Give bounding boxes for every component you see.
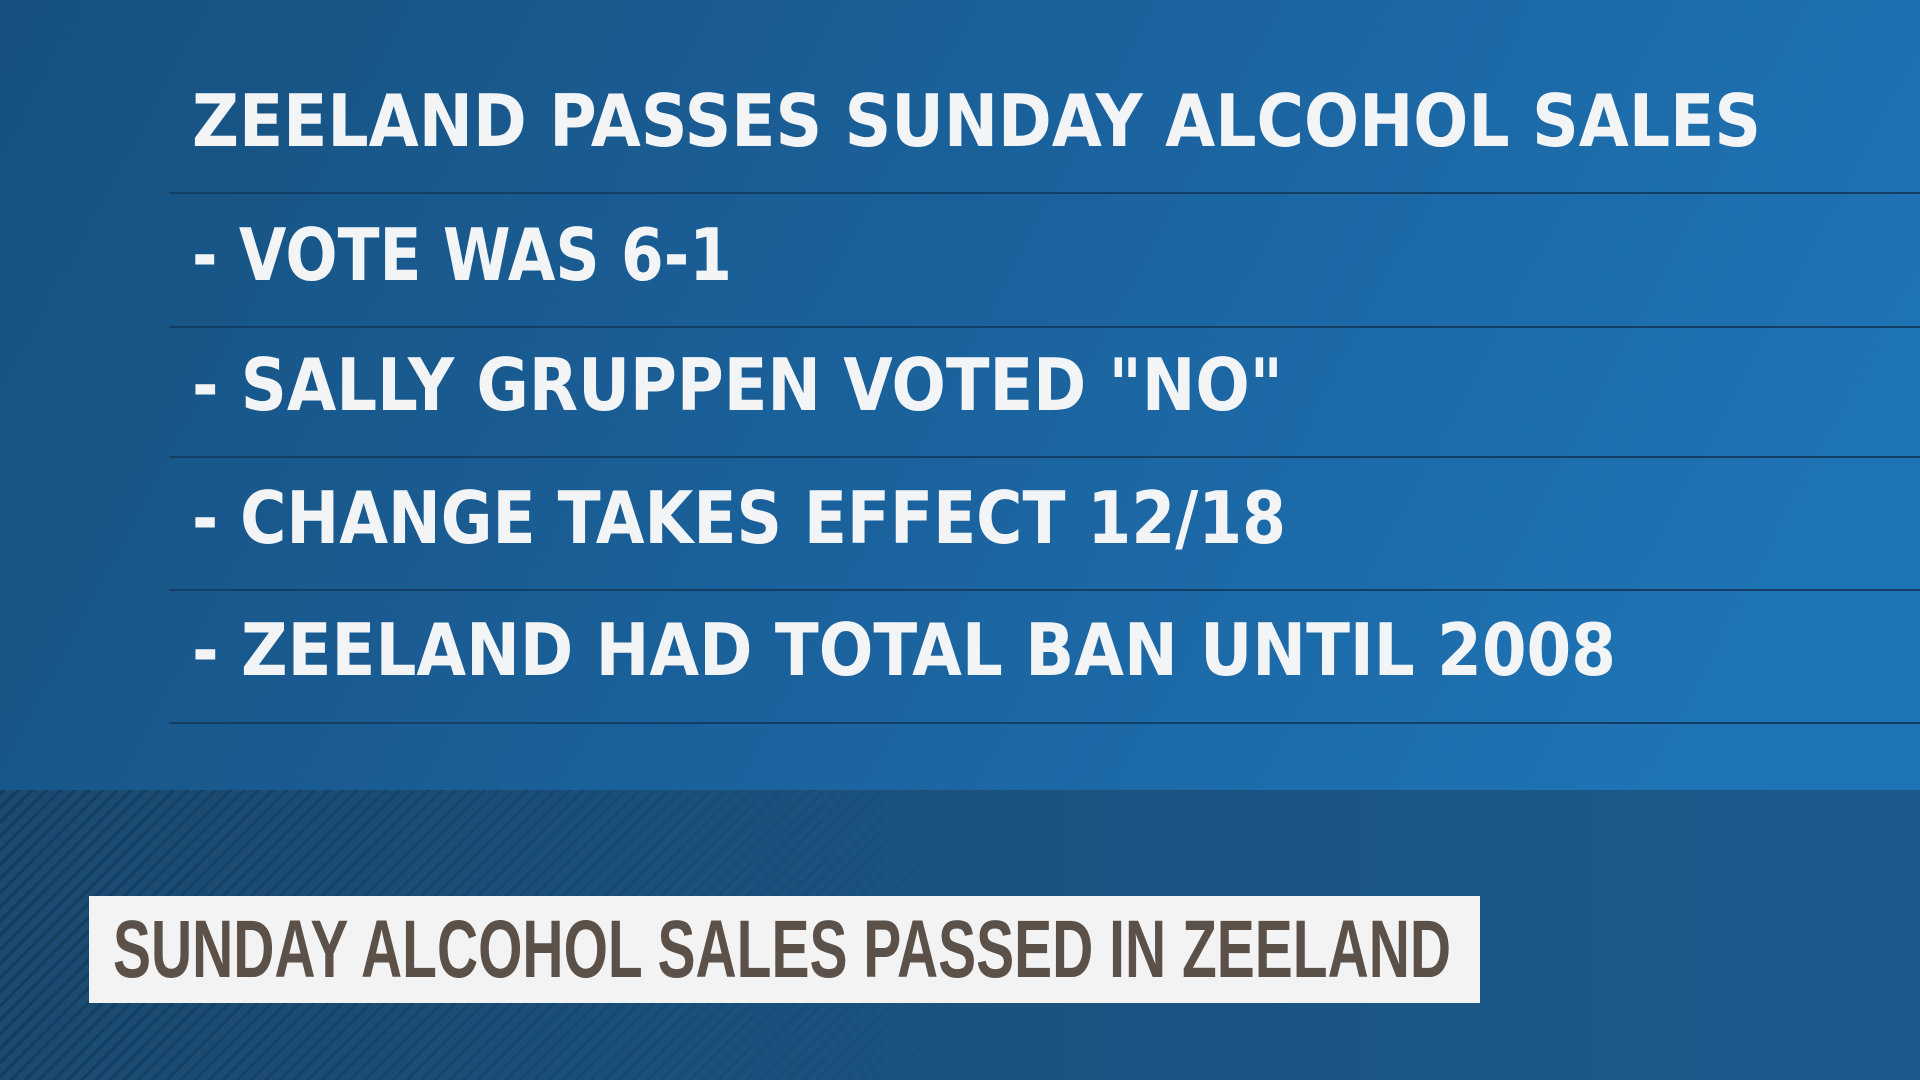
- lower-third-box: [89, 896, 1480, 1003]
- bullet: - ZEELAND HAD TOTAL BAN UNTIL 2008: [192, 608, 1616, 692]
- lower-third-text: SUNDAY ALCOHOL SALES PASSED IN ZEELAND: [113, 904, 1451, 995]
- headline: ZEELAND PASSES SUNDAY ALCOHOL SALES: [192, 79, 1761, 163]
- bullet: - SALLY GRUPPEN VOTED "NO": [192, 343, 1283, 427]
- bullet: - VOTE WAS 6-1: [192, 213, 732, 297]
- bullet: - CHANGE TAKES EFFECT 12/18: [192, 476, 1286, 560]
- dividers: [169, 192, 1920, 724]
